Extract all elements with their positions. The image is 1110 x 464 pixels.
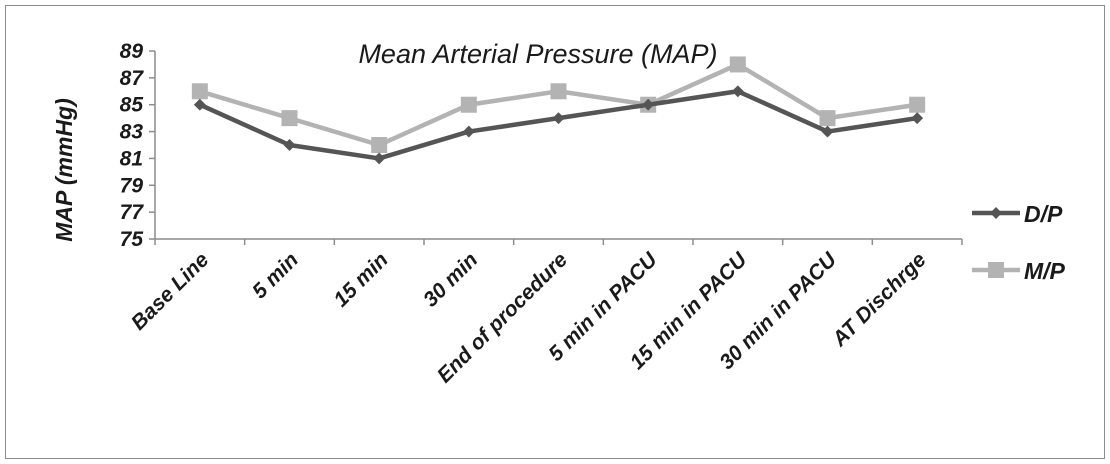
x-tick-label: 15 min — [329, 248, 392, 311]
series-d-p — [193, 85, 924, 165]
legend-marker — [988, 262, 1004, 278]
y-tick-label: 89 — [120, 40, 144, 63]
x-tick-label: Base Line — [127, 248, 214, 335]
y-tick-label: 87 — [120, 67, 145, 90]
legend-marker — [990, 207, 1002, 219]
x-tick-label: 30 min — [419, 248, 482, 311]
axes — [149, 50, 963, 245]
data-point-m-p — [191, 83, 208, 100]
data-point-m-p — [819, 110, 836, 127]
series-layer — [191, 56, 926, 165]
data-point-d-p — [731, 85, 744, 98]
data-point-d-p — [462, 125, 475, 138]
y-tick-labels: 75 77 79 81 83 85 87 89 — [120, 40, 145, 251]
data-point-m-p — [281, 110, 298, 127]
data-point-d-p — [911, 112, 924, 125]
y-axis-label: MAP (mmHg) — [51, 98, 77, 242]
data-point-m-p — [460, 96, 477, 113]
y-tick-label: 81 — [120, 147, 143, 170]
data-point-d-p — [552, 112, 565, 125]
data-point-d-p — [283, 139, 296, 151]
data-point-m-p — [909, 96, 926, 113]
series-m-p — [191, 56, 926, 153]
y-tick-label: 85 — [120, 94, 144, 117]
data-point-m-p — [729, 56, 746, 73]
data-point-m-p — [550, 83, 567, 100]
data-point-d-p — [373, 152, 386, 165]
y-tick-label: 83 — [120, 121, 144, 144]
legend-item-m-p: M/P — [972, 258, 1066, 284]
legend-item-d-p: D/P — [972, 201, 1063, 227]
chart-title: Mean Arterial Pressure (MAP) — [358, 39, 717, 69]
data-point-d-p — [642, 98, 655, 111]
data-point-d-p — [193, 98, 206, 111]
y-tick-label: 75 — [120, 228, 144, 251]
legend: D/P M/P — [972, 201, 1066, 284]
x-tick-label: 5 min — [248, 248, 303, 303]
y-tick-label: 79 — [120, 174, 144, 197]
y-tick-label: 77 — [120, 201, 145, 224]
data-point-m-p — [371, 137, 388, 153]
series-line-m-p — [199, 62, 918, 148]
x-tick-label: AT Dischrge — [827, 248, 931, 352]
legend-label: D/P — [1024, 201, 1063, 227]
legend-label: M/P — [1024, 258, 1066, 284]
data-point-d-p — [821, 125, 834, 138]
chart-frame — [5, 5, 1105, 459]
